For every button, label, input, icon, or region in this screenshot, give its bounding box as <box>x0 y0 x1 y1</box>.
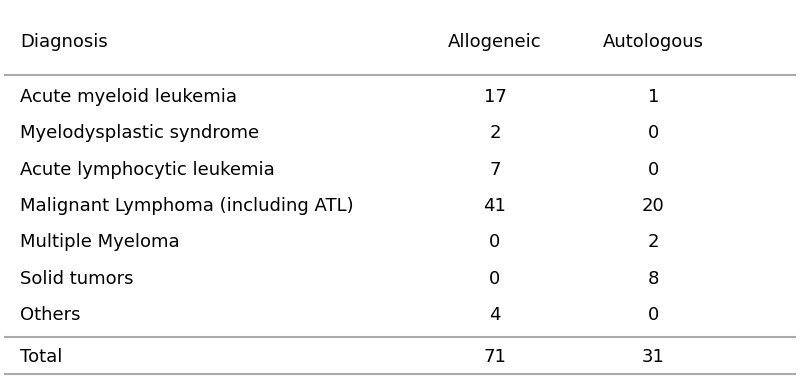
Text: Total: Total <box>20 348 62 366</box>
Text: 0: 0 <box>490 233 501 251</box>
Text: 7: 7 <box>490 161 501 179</box>
Text: 41: 41 <box>483 197 506 215</box>
Text: 31: 31 <box>642 348 665 366</box>
Text: Others: Others <box>20 306 81 324</box>
Text: 71: 71 <box>483 348 506 366</box>
Text: Acute lymphocytic leukemia: Acute lymphocytic leukemia <box>20 161 274 179</box>
Text: Allogeneic: Allogeneic <box>448 32 542 50</box>
Text: Autologous: Autologous <box>603 32 704 50</box>
Text: 0: 0 <box>648 125 659 142</box>
Text: 0: 0 <box>648 161 659 179</box>
Text: 20: 20 <box>642 197 665 215</box>
Text: Multiple Myeloma: Multiple Myeloma <box>20 233 180 251</box>
Text: Diagnosis: Diagnosis <box>20 32 108 50</box>
Text: Malignant Lymphoma (including ATL): Malignant Lymphoma (including ATL) <box>20 197 354 215</box>
Text: 0: 0 <box>490 270 501 288</box>
Text: Acute myeloid leukemia: Acute myeloid leukemia <box>20 88 237 106</box>
Text: Myelodysplastic syndrome: Myelodysplastic syndrome <box>20 125 259 142</box>
Text: Solid tumors: Solid tumors <box>20 270 134 288</box>
Text: 2: 2 <box>647 233 659 251</box>
Text: 17: 17 <box>483 88 506 106</box>
Text: 1: 1 <box>648 88 659 106</box>
Text: 4: 4 <box>490 306 501 324</box>
Text: 2: 2 <box>490 125 501 142</box>
Text: 0: 0 <box>648 306 659 324</box>
Text: 8: 8 <box>648 270 659 288</box>
